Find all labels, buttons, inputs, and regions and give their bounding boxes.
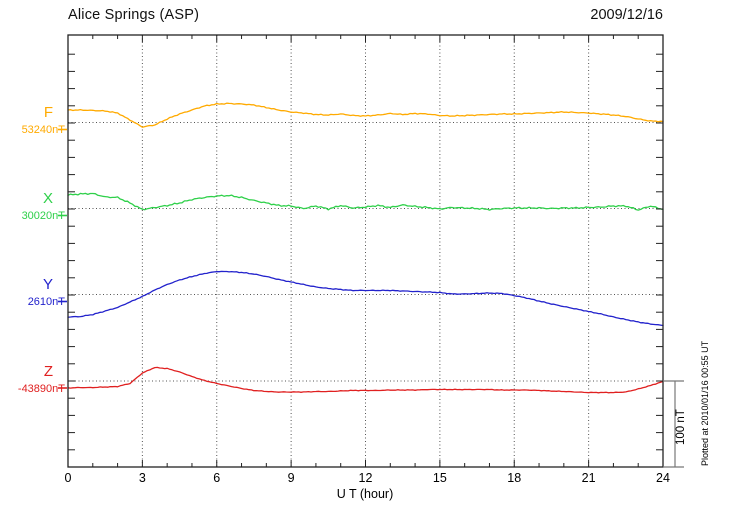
svg-text:24: 24 — [656, 471, 670, 485]
series-base-value: 2610nT — [27, 296, 65, 308]
series-letter: Y — [42, 276, 53, 293]
x-axis-title: U T (hour) — [336, 487, 394, 501]
series-letter: X — [42, 190, 53, 207]
svg-text:0: 0 — [65, 471, 72, 485]
svg-text:15: 15 — [433, 471, 447, 485]
plot-date: 2009/12/16 — [590, 7, 663, 23]
series-label-y: Y 2610nT — [0, 276, 66, 309]
series-base-value: 53240nT — [21, 124, 65, 136]
scale-bar-label: 100 nT — [675, 409, 687, 445]
page-title: Alice Springs (ASP) — [68, 7, 200, 23]
series-label-z: Z -43890nT — [0, 363, 66, 396]
svg-text:21: 21 — [582, 471, 596, 485]
series-label-x: X 30020nT — [0, 190, 66, 223]
svg-text:6: 6 — [213, 471, 220, 485]
svg-text:12: 12 — [359, 471, 373, 485]
plotted-at-note: Plotted at 2010/01/16 00:55 UT — [700, 340, 710, 466]
series-letter: F — [43, 104, 53, 121]
series-label-f: F 53240nT — [0, 104, 66, 137]
svg-text:9: 9 — [288, 471, 295, 485]
svg-text:18: 18 — [507, 471, 521, 485]
svg-text:3: 3 — [139, 471, 146, 485]
series-base-value: -43890nT — [17, 383, 65, 395]
series-base-value: 30020nT — [21, 210, 65, 222]
series-letter: Z — [43, 363, 53, 380]
